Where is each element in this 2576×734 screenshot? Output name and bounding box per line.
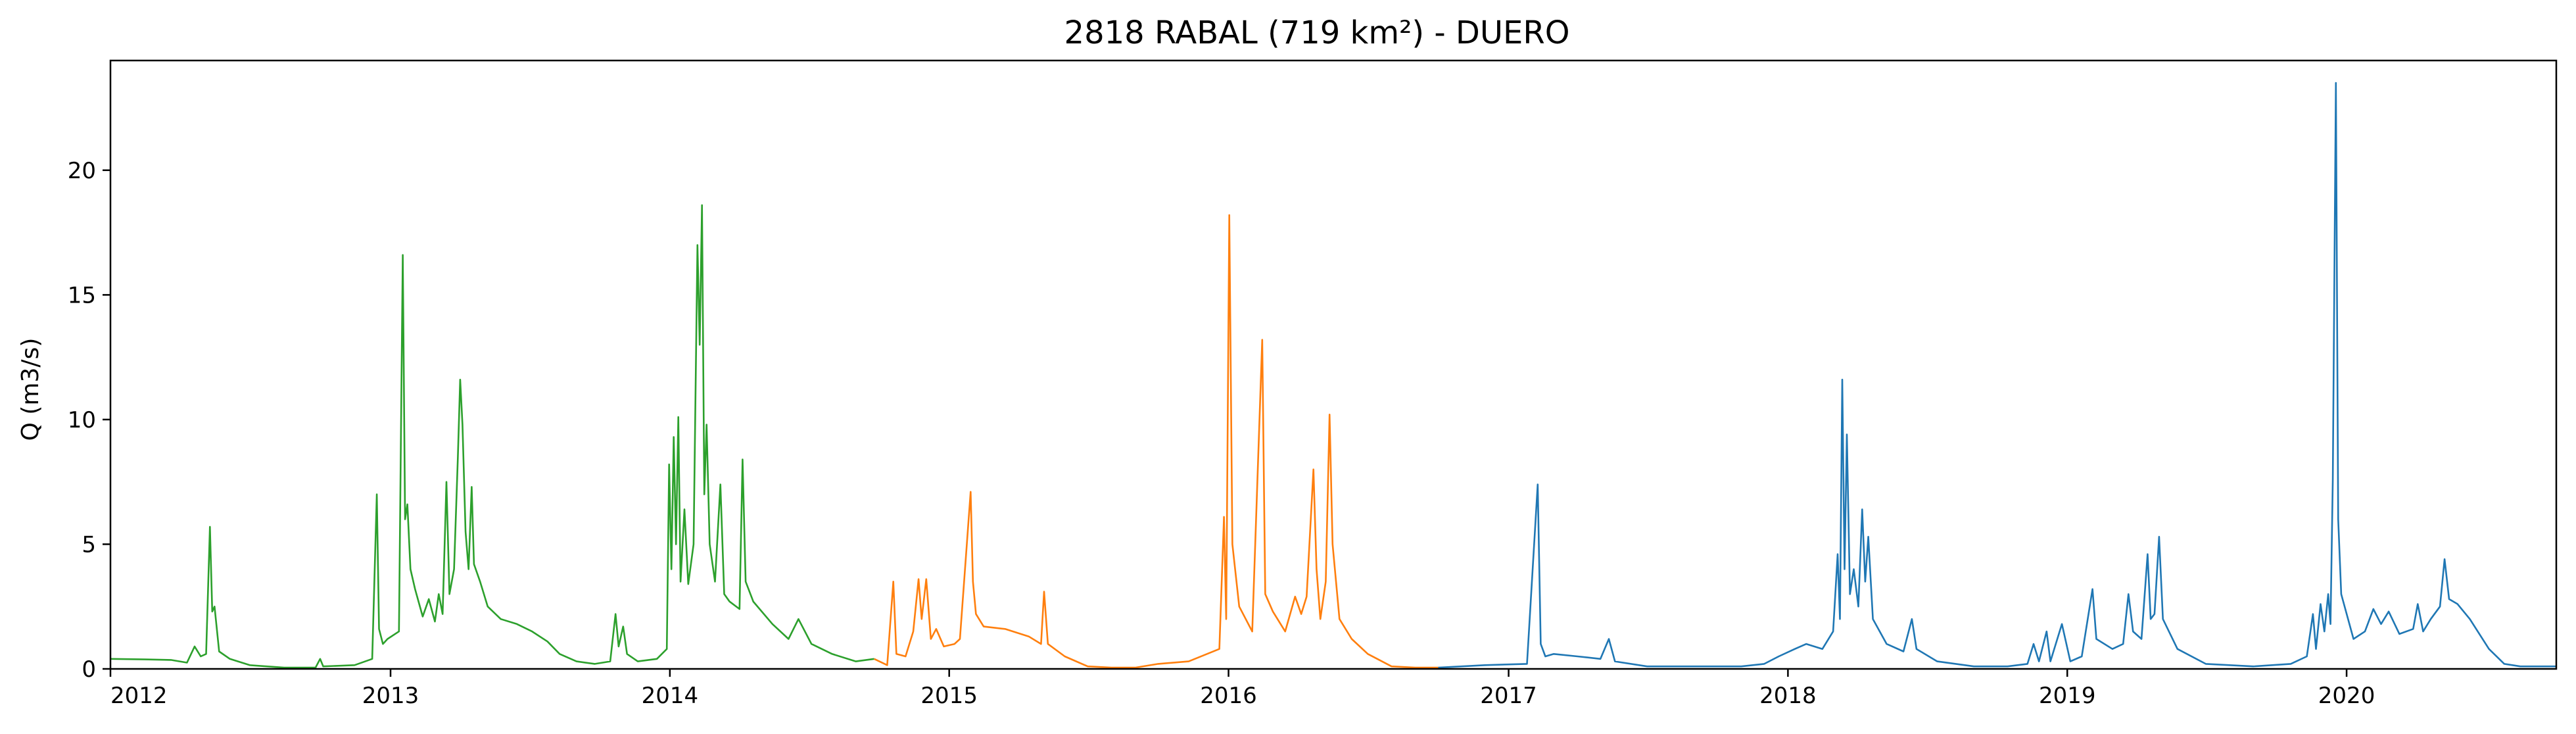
series-line-2 [874, 214, 1439, 669]
x-tick-label: 2015 [920, 683, 978, 709]
y-axis-ticks: 0 5 10 15 20 [68, 158, 110, 683]
chart-title: 2818 RABAL (719 km²) - DUERO [1064, 14, 1570, 51]
y-tick-label: 20 [68, 158, 96, 184]
y-axis-label: Q (m3/s) [17, 338, 44, 441]
x-tick-label: 2013 [362, 683, 419, 709]
y-tick-label: 15 [68, 282, 96, 308]
series-line-1 [110, 204, 874, 669]
y-tick-label: 10 [68, 407, 96, 433]
series-layer [110, 82, 2556, 669]
x-tick-label: 2014 [642, 683, 699, 709]
y-tick-label: 5 [82, 531, 96, 558]
y-tick-label: 0 [82, 656, 96, 683]
x-axis-ticks: 2012 2013 2014 2015 2016 2017 2018 2019 2020 [109, 669, 2375, 709]
series-line-3 [1438, 82, 2556, 669]
x-tick-label: 2018 [1759, 683, 1817, 709]
x-tick-label: 2020 [2318, 683, 2375, 709]
x-tick-label: 2017 [1480, 683, 1537, 709]
x-tick-label: 2019 [2039, 683, 2096, 709]
plot-frame [109, 59, 2558, 670]
x-tick-label: 2012 [110, 683, 168, 709]
x-tick-label: 2016 [1200, 683, 1257, 709]
